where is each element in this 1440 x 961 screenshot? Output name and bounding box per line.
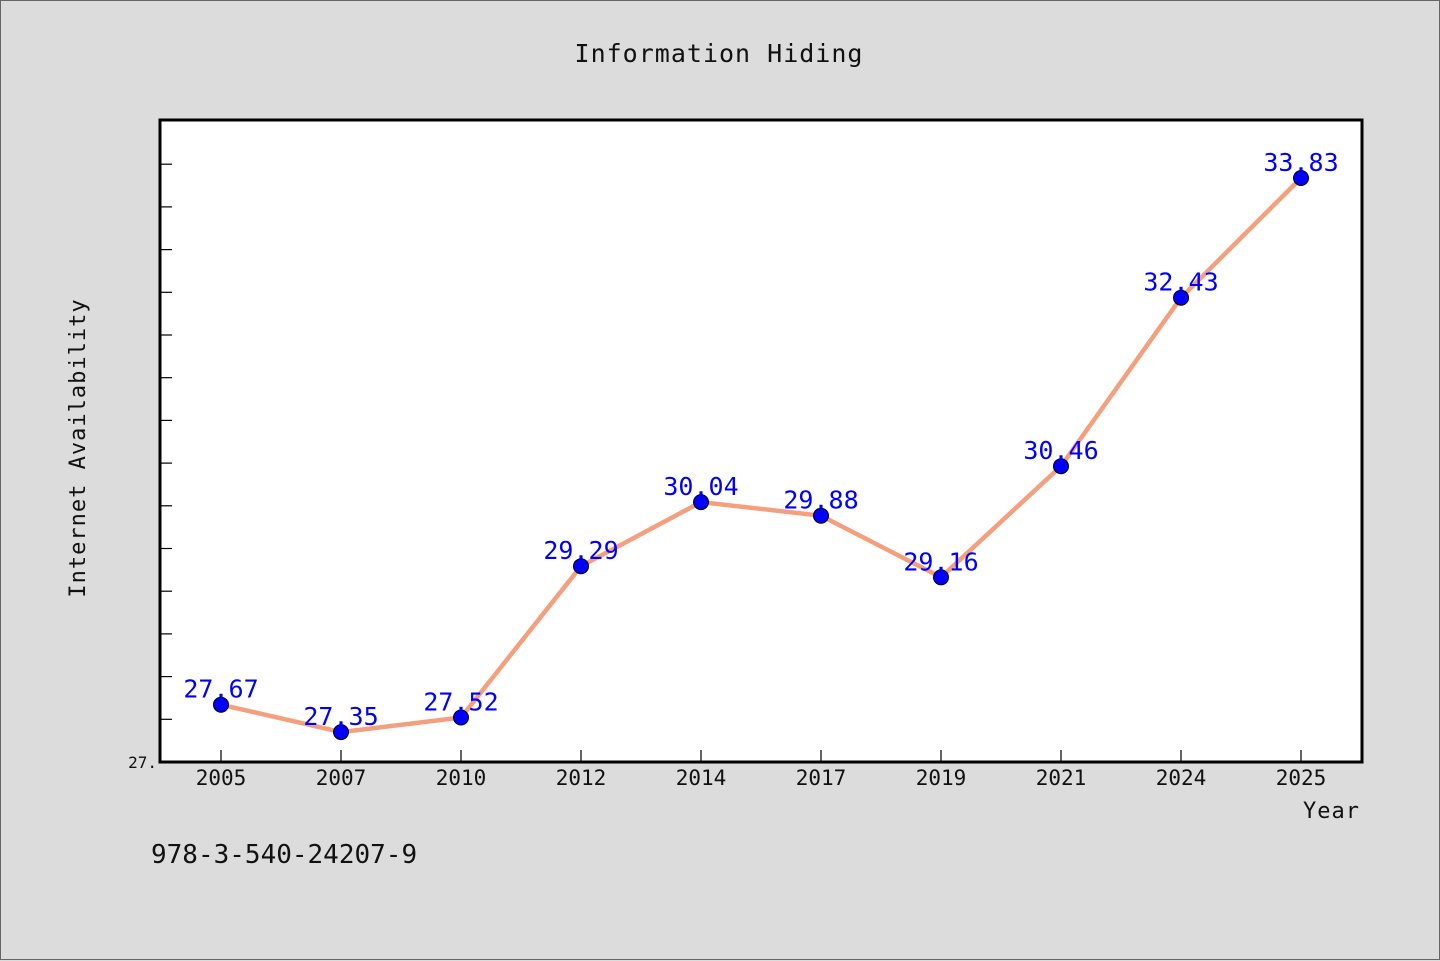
y-axis-label: Internet Availability bbox=[66, 298, 91, 597]
data-labels: 27.67 27.35 27.52 29.29 30.04 29.88 29.16 30.46… bbox=[183, 148, 1338, 731]
data-point-2024 bbox=[1173, 289, 1189, 306]
data-point-2019 bbox=[933, 569, 949, 586]
x-tick-label-2005: 2005 bbox=[196, 766, 247, 790]
x-tick-label-2017: 2017 bbox=[796, 766, 847, 790]
series-line bbox=[218, 175, 1304, 735]
y-tick-labels: 27. bbox=[128, 753, 157, 772]
x-tick-label-2021: 2021 bbox=[1036, 766, 1087, 790]
data-point-2021 bbox=[1053, 458, 1069, 475]
data-label-2025: 33.83 bbox=[1263, 148, 1338, 177]
data-label-2014: 30.04 bbox=[663, 472, 738, 501]
x-tick-labels: 2005 2007 2010 2012 2014 2017 2019 2021 2024 2025 bbox=[196, 766, 1327, 790]
data-label-2010: 27.52 bbox=[423, 688, 498, 717]
x-tick-label-2007: 2007 bbox=[316, 766, 367, 790]
x-tick-label-2014: 2014 bbox=[676, 766, 727, 790]
data-point-2012 bbox=[573, 558, 589, 575]
x-tick-label-2010: 2010 bbox=[436, 766, 487, 790]
data-label-2021: 30.46 bbox=[1023, 436, 1098, 465]
data-label-2012: 29.29 bbox=[543, 536, 618, 565]
data-point-2007 bbox=[333, 724, 349, 741]
data-label-2017: 29.88 bbox=[783, 486, 858, 515]
x-axis-label: Year bbox=[1303, 799, 1360, 824]
data-point-2005 bbox=[213, 696, 229, 713]
data-point-2014 bbox=[693, 494, 709, 511]
x-tick-label-2012: 2012 bbox=[556, 766, 607, 790]
caption-isbn: 978-3-540-24207-9 bbox=[151, 840, 417, 870]
y-tick-label: 27. bbox=[128, 753, 157, 772]
data-point-2025 bbox=[1293, 170, 1309, 186]
data-point-2010 bbox=[453, 709, 469, 726]
data-label-2024: 32.43 bbox=[1143, 268, 1218, 297]
data-label-2019: 29.16 bbox=[903, 547, 978, 576]
x-ticks bbox=[220, 750, 1302, 762]
y-minor-ticks bbox=[161, 163, 172, 720]
plot-area bbox=[158, 118, 1364, 764]
data-label-2007: 27.35 bbox=[303, 702, 378, 731]
data-point-2017 bbox=[813, 507, 829, 524]
x-tick-label-2024: 2024 bbox=[1156, 766, 1207, 790]
chart-title: Information Hiding bbox=[575, 39, 864, 68]
x-tick-label-2025: 2025 bbox=[1276, 766, 1327, 790]
data-markers bbox=[213, 170, 1309, 741]
data-label-2005: 27.67 bbox=[183, 675, 258, 704]
x-tick-label-2019: 2019 bbox=[916, 766, 967, 790]
